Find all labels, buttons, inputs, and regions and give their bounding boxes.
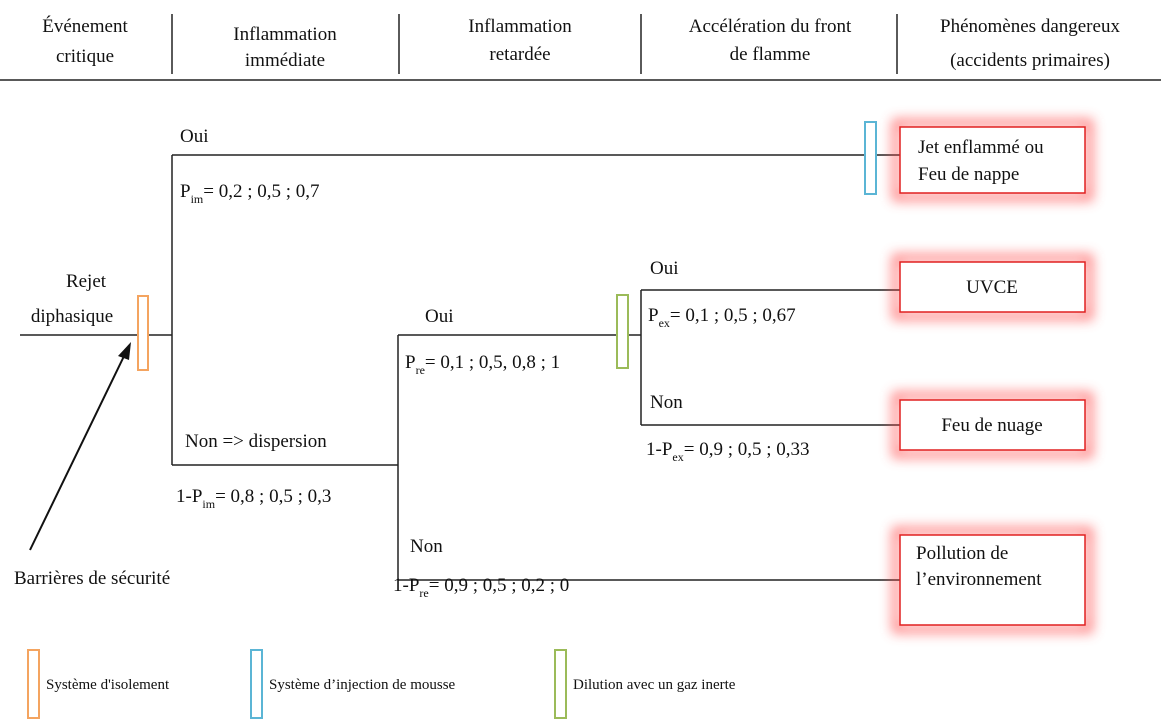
outcome-glow: [892, 119, 1093, 201]
branch-label: Oui: [650, 258, 679, 279]
branch-label: Oui: [180, 126, 209, 147]
header-text: critique: [56, 46, 114, 67]
probability: 1-Pre= 0,9 ; 0,5 ; 0,2 ; 0: [393, 575, 569, 600]
prob-prefix: 1-P: [646, 439, 672, 460]
outcome-box: [899, 534, 1086, 626]
header-text: retardée: [489, 44, 550, 65]
branch-label: Oui: [425, 306, 454, 327]
prob-sub: re: [416, 363, 425, 377]
branch-label: Non => dispersion: [185, 431, 327, 452]
annotation: Barrières de sécurité: [14, 568, 170, 589]
prob-prefix: P: [648, 305, 659, 326]
header-text: Inflammation: [468, 16, 572, 37]
outcome-text: Jet enflammé ou: [918, 137, 1044, 158]
prob-prefix: 1-P: [176, 486, 202, 507]
legend-swatch: [250, 649, 263, 719]
outcome: Pollution de l’environnement: [892, 527, 1093, 633]
branch-label: Non: [650, 392, 683, 413]
prob-sub: im: [202, 497, 215, 511]
probability: Pex= 0,1 ; 0,5 ; 0,67: [648, 305, 796, 330]
prob-sub: im: [191, 192, 204, 206]
prob-values: = 0,1 ; 0,5, 0,8 ; 1: [425, 352, 560, 373]
legend: Système d'isolement Système d’injection d…: [27, 649, 736, 719]
barrier-dilution: [616, 294, 629, 369]
legend-swatch: [27, 649, 40, 719]
legend-label: Système d’injection de mousse: [269, 677, 456, 693]
outcome-glow: [892, 254, 1093, 320]
outcome-box: [899, 261, 1086, 313]
initiator: diphasique: [31, 306, 113, 327]
outcome-text: l’environnement: [916, 569, 1042, 590]
probability: Pim= 0,2 ; 0,5 ; 0,7: [180, 181, 320, 206]
prob-sub: ex: [672, 450, 683, 464]
header-text: Accélération du front: [689, 16, 852, 37]
outcome-box: [899, 126, 1086, 194]
prob-sub: ex: [659, 316, 670, 330]
initiator: Rejet: [66, 271, 107, 292]
prob-sub: re: [419, 586, 428, 600]
probability: Pre= 0,1 ; 0,5, 0,8 ; 1: [405, 352, 560, 377]
prob-values: = 0,9 ; 0,5 ; 0,2 ; 0: [429, 575, 570, 596]
prob-values: = 0,9 ; 0,5 ; 0,33: [684, 439, 810, 460]
probability: 1-Pim= 0,8 ; 0,5 ; 0,3: [176, 486, 331, 511]
legend-label: Système d'isolement: [46, 677, 170, 693]
legend-swatch: [554, 649, 567, 719]
header-text: Phénomènes dangereux: [940, 16, 1120, 37]
outcome-box: [899, 399, 1086, 451]
barrier-isolation: [137, 295, 149, 371]
header-text: Inflammation: [233, 24, 337, 45]
prob-values: = 0,8 ; 0,5 ; 0,3: [215, 486, 331, 507]
barrier-foam: [864, 121, 877, 195]
header-text: Événement: [42, 15, 128, 37]
outcome-glow: [892, 527, 1093, 633]
prob-prefix: P: [405, 352, 416, 373]
annotation-arrow: [29, 351, 127, 551]
header-text: immédiate: [245, 50, 325, 71]
arrow-head: [118, 342, 131, 360]
prob-prefix: P: [180, 181, 191, 202]
outcome-glow: [892, 392, 1093, 458]
outcome: UVCE: [892, 254, 1093, 320]
prob-values: = 0,2 ; 0,5 ; 0,7: [203, 181, 319, 202]
legend-label: Dilution avec un gaz inerte: [573, 677, 736, 693]
outcome-text: Feu de nappe: [918, 164, 1019, 185]
outcome-text: Feu de nuage: [941, 415, 1042, 436]
header-text: (accidents primaires): [950, 50, 1110, 71]
outcome: Feu de nuage: [892, 392, 1093, 458]
prob-values: = 0,1 ; 0,5 ; 0,67: [670, 305, 796, 326]
header: Événement critique Inflammation immédiat…: [0, 14, 1161, 81]
outcome-text: Pollution de: [916, 543, 1008, 564]
prob-prefix: 1-P: [393, 575, 419, 596]
outcome-text: UVCE: [966, 277, 1018, 298]
header-text: de flamme: [730, 44, 811, 65]
tree-lines: [20, 154, 900, 581]
probability: 1-Pex= 0,9 ; 0,5 ; 0,33: [646, 439, 810, 464]
outcome: Jet enflammé ou Feu de nappe: [892, 119, 1093, 201]
branch-label: Non: [410, 536, 443, 557]
